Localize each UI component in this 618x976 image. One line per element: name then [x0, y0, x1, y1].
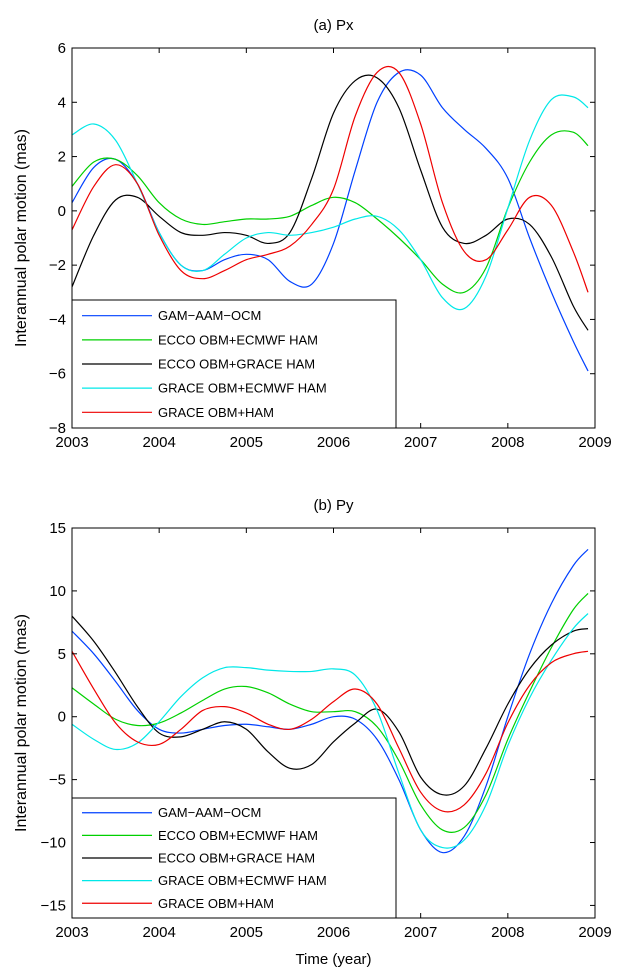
y-axis-label-py: Interannual polar motion (mas) — [13, 614, 30, 832]
x-tick-label: 2006 — [317, 924, 350, 941]
legend: GAM−AAM−OCM ECCO OBM+ECMWF HAM ECCO OBM+GR… — [71, 299, 397, 429]
y-tick-label: −2 — [49, 257, 66, 274]
y-tick-label: 4 — [58, 94, 66, 111]
series-lines — [72, 548, 589, 854]
panel-title-py: (b) Py — [313, 497, 354, 514]
series-line-3 — [72, 613, 589, 849]
series-line-4 — [72, 650, 589, 813]
y-tick-label: 15 — [49, 520, 66, 537]
legend-entry: ECCO OBM+ECMWF HAM — [158, 332, 318, 347]
legend-entry: ECCO OBM+GRACE HAM — [158, 851, 315, 866]
legend-entry: GAM−AAM−OCM — [158, 308, 261, 323]
series-line-4 — [72, 65, 589, 293]
plot-area-py: 2003 2004 2005 2006 2007 2008 2009 −15 −10 −5 0 5 10… — [41, 520, 612, 941]
x-tick-label: 2006 — [317, 434, 350, 451]
legend-entry: ECCO OBM+ECMWF HAM — [158, 828, 318, 843]
x-tick-label: 2009 — [578, 434, 611, 451]
series-line-3 — [72, 94, 589, 311]
x-tick-label: 2005 — [230, 924, 263, 941]
legend-entry: GRACE OBM+ECMWF HAM — [158, 873, 327, 888]
y-tick-label: 5 — [58, 646, 66, 663]
legend-entry: ECCO OBM+GRACE HAM — [158, 357, 315, 372]
series-lines — [72, 65, 589, 372]
y-tick-label: −10 — [41, 835, 66, 852]
y-tick-label: −5 — [49, 772, 66, 789]
legend-entry: GRACE OBM+HAM — [158, 896, 274, 911]
x-tick-label: 2005 — [230, 434, 263, 451]
x-tick-label: 2004 — [142, 924, 175, 941]
x-tick-label: 2003 — [55, 434, 88, 451]
legend: GAM−AAM−OCM ECCO OBM+ECMWF HAM ECCO OBM+GR… — [71, 797, 397, 919]
legend-entry: GAM−AAM−OCM — [158, 805, 261, 820]
x-tick-label: 2009 — [578, 924, 611, 941]
series-line-0 — [72, 548, 589, 854]
x-tick-label: 2007 — [404, 434, 437, 451]
x-tick-label: 2003 — [55, 924, 88, 941]
y-tick-label: 0 — [58, 709, 66, 726]
x-tick-label: 2007 — [404, 924, 437, 941]
y-tick-label: 10 — [49, 583, 66, 600]
panel-title-px: (a) Px — [313, 17, 354, 34]
series-line-1 — [72, 593, 589, 833]
panel-px: (a) Px Interannual polar motion (mas) 20… — [13, 17, 612, 451]
panel-py: (b) Py Interannual polar motion (mas) Ti… — [13, 497, 612, 968]
y-tick-label: −15 — [41, 897, 66, 914]
legend-entry: GRACE OBM+ECMWF HAM — [158, 381, 327, 396]
plot-area-px: 2003 2004 2005 2006 2007 2008 2009 −8 −6 −4 −2 0 2 4 6… — [49, 40, 612, 451]
x-tick-label: 2004 — [142, 434, 175, 451]
x-axis-label-py: Time (year) — [295, 951, 371, 968]
x-tick-label: 2008 — [491, 924, 524, 941]
series-line-2 — [72, 74, 589, 331]
y-tick-label: −6 — [49, 366, 66, 383]
legend-entry: GRACE OBM+HAM — [158, 405, 274, 420]
y-tick-label: −8 — [49, 420, 66, 437]
y-tick-label: −4 — [49, 311, 66, 328]
y-tick-label: 6 — [58, 40, 66, 57]
y-tick-label: 2 — [58, 149, 66, 166]
y-axis-label-px: Interannual polar motion (mas) — [13, 129, 30, 347]
x-tick-label: 2008 — [491, 434, 524, 451]
series-line-2 — [72, 615, 589, 796]
y-tick-label: 0 — [58, 203, 66, 220]
